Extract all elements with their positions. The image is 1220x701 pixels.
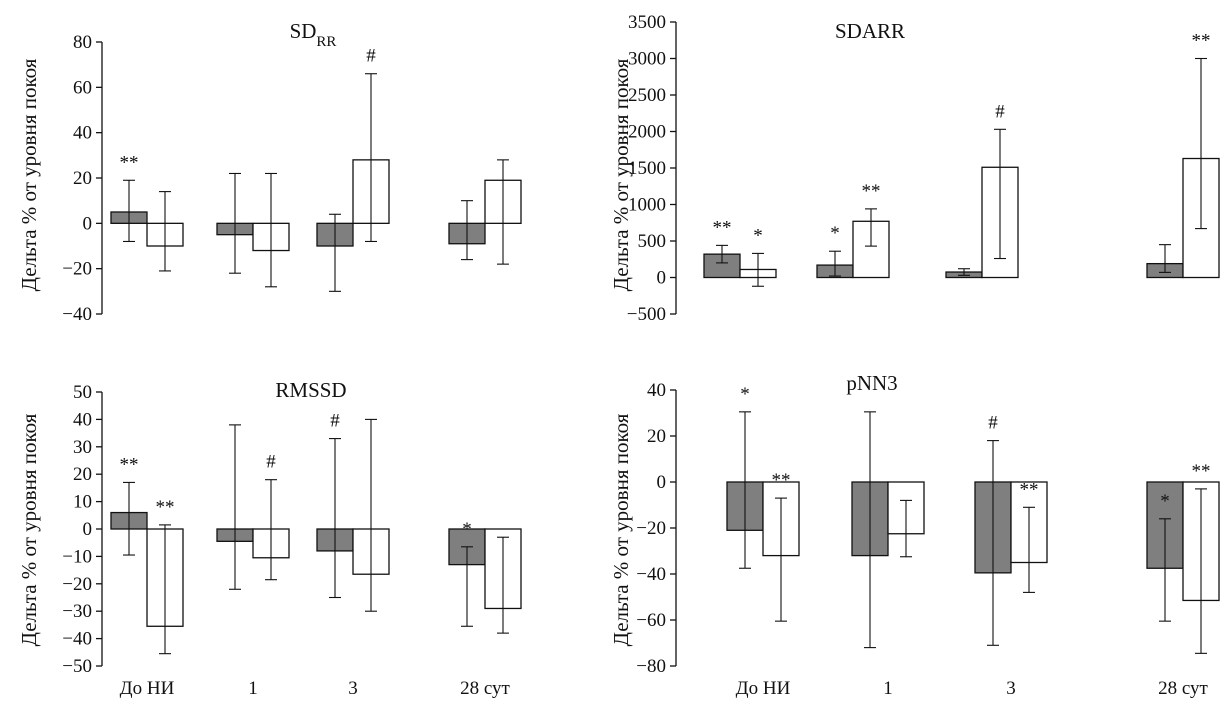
significance-mark: **: [1192, 461, 1211, 482]
significance-mark: #: [330, 411, 340, 432]
y-tick-label: 500: [638, 231, 667, 252]
chart-title: pNN3: [846, 371, 897, 395]
y-tick-label: −20: [62, 574, 92, 595]
x-category-label: 3: [1006, 678, 1016, 699]
y-tick-label: 20: [73, 168, 92, 189]
x-category-label: 28 сут: [460, 678, 510, 699]
y-tick-label: −60: [636, 610, 666, 631]
significance-mark: **: [713, 217, 732, 238]
y-tick-label: 30: [73, 437, 92, 458]
x-category-label: 1: [883, 678, 893, 699]
y-axis-label: Дельта % от уровня покоя: [609, 413, 633, 646]
x-category-label: До НИ: [736, 678, 791, 699]
significance-mark: *: [830, 223, 840, 244]
y-tick-label: −80: [636, 656, 666, 677]
significance-mark: #: [988, 413, 998, 434]
y-tick-label: 1500: [628, 158, 666, 179]
significance-mark: **: [772, 470, 791, 491]
y-tick-label: 60: [73, 77, 92, 98]
y-tick-label: 2000: [628, 122, 666, 143]
significance-mark: *: [753, 225, 763, 246]
chart-title: RMSSD: [275, 378, 346, 402]
significance-mark: #: [266, 452, 276, 473]
y-tick-label: −50: [62, 656, 92, 677]
y-tick-label: 3000: [628, 49, 666, 70]
y-tick-label: 3500: [628, 12, 666, 33]
chart-panel-3: pNN3 Дельта % от уровня покоя 40 20 0 −20 −40 −…: [609, 371, 1220, 699]
significance-mark: **: [862, 181, 881, 202]
y-tick-label: 80: [73, 32, 92, 53]
chart-panel-1: SDARR Дельта % от уровня покоя 3500 3000 250…: [609, 12, 1220, 325]
y-tick-label: 40: [647, 380, 666, 401]
y-tick-label: −30: [62, 601, 92, 622]
y-tick-label: −500: [627, 304, 666, 325]
y-tick-label: −40: [636, 564, 666, 585]
y-tick-label: 0: [83, 519, 93, 540]
significance-mark: **: [156, 497, 175, 518]
significance-mark: *: [462, 519, 472, 540]
chart-title: SDARR: [835, 19, 905, 43]
chart-panel-0: SDRR Дельта % от уровня покоя 80 60 40 20 0 −20…: [17, 19, 522, 325]
y-tick-label: 50: [73, 382, 92, 403]
chart-title-subscript: RR: [316, 34, 336, 50]
y-tick-label: 20: [73, 464, 92, 485]
y-tick-label: 40: [73, 123, 92, 144]
significance-mark: **: [120, 152, 139, 173]
x-category-label: 3: [348, 678, 358, 699]
y-tick-label: 20: [647, 426, 666, 447]
y-tick-label: 1000: [628, 195, 666, 216]
y-tick-label: −10: [62, 546, 92, 567]
x-category-label: 28 сут: [1158, 678, 1208, 699]
y-axis-label: Дельта % от уровня покоя: [17, 58, 41, 291]
significance-mark: #: [995, 101, 1005, 122]
significance-mark: **: [120, 454, 139, 475]
x-category-label: До НИ: [120, 678, 175, 699]
significance-mark: #: [366, 46, 376, 67]
y-axis-label: Дельта % от уровня покоя: [609, 58, 633, 291]
chart-title: SDRR: [290, 19, 337, 50]
y-tick-label: 0: [83, 213, 93, 234]
y-tick-label: 0: [657, 268, 667, 289]
chart-panel-2: RMSSD Дельта % от уровня покоя 50 40 30 20 10 0…: [17, 378, 522, 699]
significance-mark: **: [1020, 479, 1039, 500]
y-tick-label: 10: [73, 492, 92, 513]
significance-mark: **: [1192, 31, 1211, 52]
y-tick-label: −20: [636, 518, 666, 539]
y-tick-label: 40: [73, 409, 92, 430]
significance-mark: *: [1160, 491, 1170, 512]
x-category-label: 1: [248, 678, 258, 699]
y-tick-label: 0: [657, 472, 667, 493]
y-tick-label: −40: [62, 629, 92, 650]
y-tick-label: −40: [62, 304, 92, 325]
y-tick-label: −20: [62, 259, 92, 280]
y-axis-label: Дельта % от уровня покоя: [17, 413, 41, 646]
significance-mark: *: [740, 384, 750, 405]
y-tick-label: 2500: [628, 85, 666, 106]
